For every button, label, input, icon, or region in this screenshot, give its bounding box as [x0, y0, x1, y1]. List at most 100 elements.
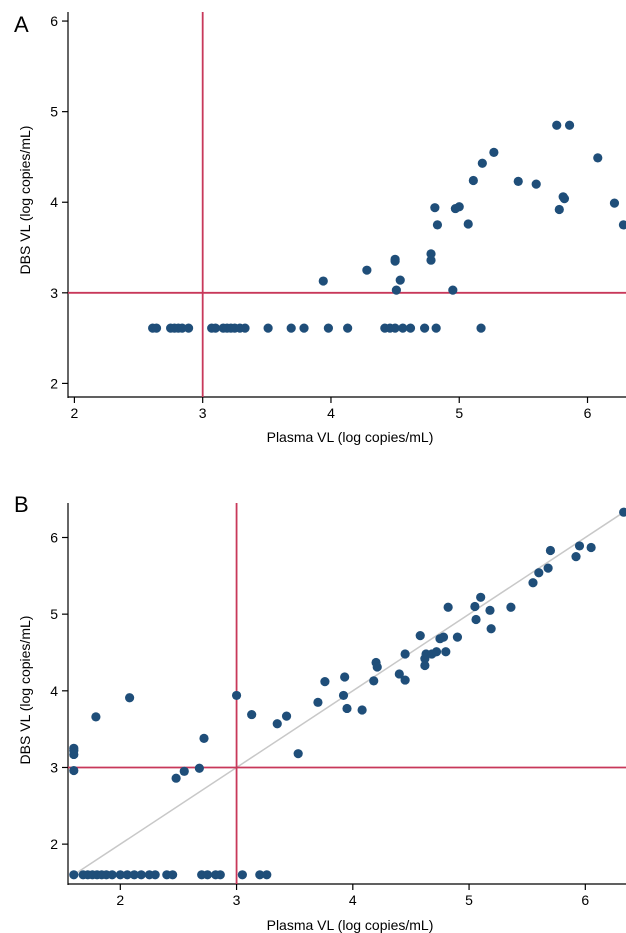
panel-a-data-point — [430, 203, 440, 213]
panel-b-data-point — [452, 632, 463, 642]
panel-b-x-tick-label: 5 — [465, 892, 473, 908]
panel-a-data-point — [299, 323, 309, 333]
panel-b-data-point — [199, 733, 209, 743]
panel-b-data-point — [179, 766, 189, 776]
panel-a-data-point — [405, 323, 416, 333]
panel-b-data-point — [281, 711, 292, 721]
panel-a-xlabel: Plasma VL (log copies/mL) — [267, 429, 434, 445]
panel-b-data-point — [431, 647, 442, 657]
panel-b-data-point — [443, 602, 453, 612]
panel-a-data-point — [390, 254, 400, 264]
panel-b-data-point — [69, 870, 79, 880]
panel-b-data-point — [470, 601, 480, 612]
panel-b-data-point — [194, 763, 204, 773]
panel-b-identity-line — [73, 510, 626, 876]
panel-b-data-point — [247, 709, 257, 720]
panel-b-data-point — [69, 765, 79, 776]
panel-b-y-tick-label: 6 — [50, 529, 58, 545]
panel-b-data-point — [471, 614, 481, 625]
panel-b-data-point — [293, 749, 303, 759]
panel-a-x-tick-label: 3 — [199, 405, 207, 421]
panel-a-x-tick-label: 4 — [327, 405, 335, 421]
panel-a-letter: A — [14, 12, 29, 37]
panel-a-data-point — [609, 198, 620, 208]
panel-b-data-point — [415, 631, 425, 641]
panel-a-data-point — [318, 276, 328, 286]
panel-a-data-point — [463, 219, 473, 229]
panel-b-data-point — [272, 719, 282, 729]
panel-b-y-tick-label: 4 — [50, 683, 58, 699]
panel-a: A DBS VL (log copies/mL) Plasma VL (log … — [14, 12, 626, 445]
panel-b-data-point — [534, 568, 544, 578]
panel-a-data-point — [618, 220, 626, 230]
panel-b-data-point — [574, 541, 585, 551]
panel-a-data-point — [468, 175, 478, 186]
panel-a-data-point — [531, 179, 541, 189]
panel-a-data-point — [343, 323, 353, 333]
panel-a-data-point — [240, 323, 250, 333]
panel-b-y-tick-label: 5 — [50, 606, 58, 622]
panel-a-y-tick-label: 2 — [50, 375, 58, 391]
panel-b-data-point — [125, 693, 135, 703]
panel-b-data-point — [202, 870, 213, 880]
panel-a-data-point — [151, 323, 162, 333]
panel-b-data-point — [136, 870, 146, 880]
panel-a-data-point — [420, 323, 430, 333]
panel-a-y-tick-label: 5 — [50, 104, 58, 120]
panel-a-data-point — [395, 275, 405, 285]
panel-b-data-point — [438, 632, 449, 642]
panel-b-data-point — [122, 870, 132, 880]
panel-a-data-point — [477, 158, 487, 168]
panel-b-x-tick-label: 6 — [581, 892, 589, 908]
panel-b-data-point — [357, 705, 367, 715]
panel-b-data-point — [571, 552, 581, 562]
panel-b-data-point — [394, 669, 404, 679]
panel-b-data-point — [400, 675, 410, 685]
panel-a-y-tick-label: 3 — [50, 285, 58, 301]
panel-b-data-point — [441, 647, 451, 657]
panel-b-data-point — [262, 870, 272, 880]
panel-b-data-point — [69, 743, 79, 753]
panel-a-data-point — [426, 255, 436, 265]
panel-a-data-point — [431, 323, 441, 333]
panel-b-data-point — [215, 870, 225, 880]
panel-b-data-point — [340, 672, 350, 682]
panel-a-data-point — [432, 220, 443, 230]
panel-b-data-point — [338, 690, 349, 701]
panel-b-xlabel: Plasma VL (log copies/mL) — [267, 917, 434, 933]
panel-b-data-point — [545, 545, 556, 556]
panel-b-data-point — [115, 870, 125, 880]
panel-b-data-point — [372, 662, 382, 672]
panel-a-x-tick-label: 2 — [71, 405, 79, 421]
panel-a-data-point — [513, 176, 523, 186]
panel-b-data-point — [107, 870, 117, 880]
panel-b-data-point — [420, 660, 430, 671]
panel-b-data-point — [476, 592, 486, 602]
panel-a-x-tick-label: 5 — [455, 405, 463, 421]
panel-a-data-point — [323, 323, 333, 333]
panel-a-data-point — [454, 202, 464, 212]
panel-b-data-point — [586, 542, 596, 553]
panel-b-data-point — [237, 870, 247, 880]
panel-a-y-tick-label: 6 — [50, 13, 58, 29]
panel-b-data-point — [619, 507, 626, 517]
panel-b-data-point — [171, 773, 181, 783]
panel-b-x-tick-label: 2 — [116, 892, 124, 908]
panel-a-data-point — [426, 249, 436, 259]
panel-b-data-point — [342, 703, 352, 714]
panel-a-data-point — [183, 323, 194, 333]
panel-a-data-point — [391, 285, 401, 295]
panel-a-data-point — [564, 120, 575, 130]
panel-b-data-point — [313, 697, 323, 707]
panel-a-data-point — [263, 323, 273, 333]
panel-b-data-point — [486, 624, 496, 634]
panel-b-y-tick-label: 3 — [50, 759, 58, 775]
panel-b-x-tick-label: 4 — [349, 892, 357, 908]
panel-b-data-point — [400, 649, 410, 659]
panel-b-letter: B — [14, 492, 29, 517]
panel-a-data-point — [489, 147, 499, 158]
panel-b-data-point — [129, 870, 139, 880]
panel-b-data-point — [506, 602, 516, 612]
panel-a-data-point — [362, 265, 372, 275]
